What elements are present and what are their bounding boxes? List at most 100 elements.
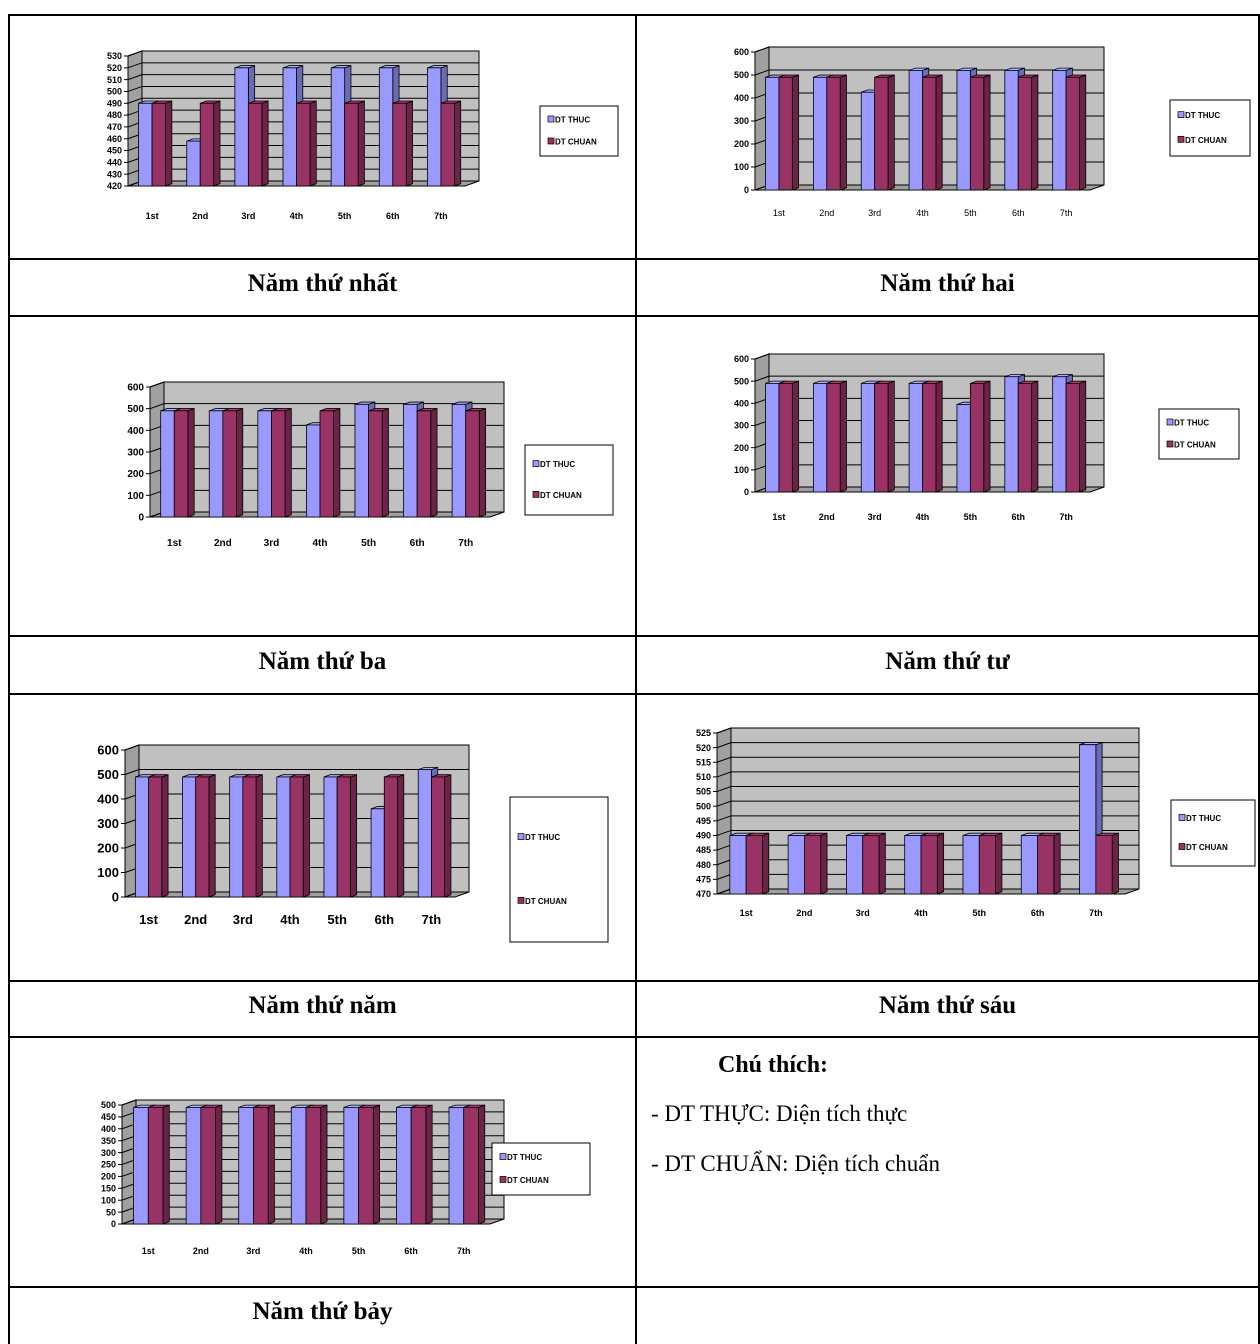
y-tick-label: 300 [127, 448, 144, 459]
legend-label: DT THUC [1186, 814, 1221, 823]
y-tick-label: 420 [107, 181, 122, 191]
y-tick-label: 200 [101, 1172, 116, 1182]
bar-dt-chuan [242, 774, 263, 898]
table-row-divider [8, 1286, 1260, 1288]
chart-side-wall [716, 727, 732, 895]
bar-dt-chuan [147, 1104, 170, 1225]
bar-dt-chuan [1095, 832, 1119, 895]
y-tick-label: 0 [744, 185, 749, 195]
y-tick-label: 475 [696, 875, 711, 885]
bar-dt-chuan [1065, 380, 1087, 493]
bar-dt-chuan [416, 408, 438, 518]
x-tick-label: 6th [375, 912, 395, 927]
legend-label: DT THUC [507, 1153, 542, 1162]
x-tick-label: 3rd [264, 538, 280, 549]
y-tick-label: 200 [734, 443, 749, 453]
bar-dt-chuan [826, 380, 847, 493]
x-tick-label: 3rd [241, 211, 255, 221]
x-tick-label: 4th [313, 538, 328, 549]
bar-dt-chuan [148, 774, 169, 898]
y-tick-label: 250 [101, 1160, 116, 1170]
y-gridline [127, 74, 479, 81]
x-tick-label: 1st [167, 538, 182, 549]
y-gridline [754, 375, 1104, 382]
x-tick-label: 2nd [819, 208, 834, 218]
y-tick-label: 480 [696, 860, 711, 870]
y-tick-label: 400 [734, 398, 749, 408]
x-tick-label: 5th [964, 512, 978, 522]
bar-dt-chuan [199, 100, 221, 187]
y-tick-label: 480 [107, 110, 122, 120]
y-tick-label: 100 [734, 162, 749, 172]
legend-box [539, 105, 619, 157]
table-row-divider [8, 258, 1260, 260]
bar-dt-chuan [200, 1104, 223, 1225]
bar-dt-chuan [978, 832, 1003, 895]
chart-year-6: 470 475 480 485 490 495 500 505 510 515 520 525 1st 2… [696, 727, 1256, 918]
chart-legend: DT THUC DT CHUAN [509, 796, 609, 943]
y-tick-label: 300 [734, 421, 749, 431]
y-gridline [754, 353, 1104, 360]
y-gridline [127, 97, 479, 104]
legend-swatch [1177, 135, 1185, 143]
bar-dt-chuan [745, 832, 770, 895]
legend-box [491, 1142, 591, 1196]
y-tick-label: 50 [106, 1207, 116, 1217]
x-tick-label: 5th [361, 538, 376, 549]
caption-year-4: Năm thứ tư [885, 648, 1010, 675]
y-gridline [716, 756, 1139, 763]
y-tick-label: 500 [696, 801, 711, 811]
table-row-divider [8, 635, 1260, 637]
y-tick-label: 200 [127, 469, 144, 480]
y-tick-label: 350 [101, 1136, 116, 1146]
chart-year-5: 0 100 200 300 400 500 600 1st 2nd 3rd 4th 5th 6th 7th… [97, 743, 609, 943]
bar-dt-chuan [383, 774, 405, 898]
x-tick-label: 4th [916, 512, 930, 522]
x-tick-label: 1st [142, 1246, 155, 1256]
y-tick-label: 600 [734, 354, 749, 364]
legend-label: DT CHUAN [525, 897, 567, 906]
x-tick-label: 3rd [868, 208, 881, 218]
bar-dt-chuan [271, 408, 292, 518]
bar-dt-chuan [862, 832, 886, 895]
y-tick-label: 500 [127, 404, 144, 415]
y-tick-label: 100 [101, 1195, 116, 1205]
chart-legend: DT THUC DT CHUAN [539, 105, 619, 157]
legend-swatch [499, 1176, 507, 1183]
y-gridline [121, 1099, 504, 1106]
y-tick-label: 450 [101, 1112, 116, 1122]
y-tick-label: 460 [107, 134, 122, 144]
y-gridline [149, 403, 504, 410]
legend-box [1170, 799, 1256, 867]
chart-year-4: 0 100 200 300 400 500 600 1st 2nd 3rd 4th 5th 6th 7th… [734, 353, 1240, 522]
table-column-divider [635, 14, 637, 1344]
x-tick-label: 7th [458, 538, 473, 549]
x-tick-label: 6th [1011, 512, 1025, 522]
y-tick-label: 500 [101, 1100, 116, 1110]
legend-label: DT THUC [555, 116, 590, 125]
caption-year-3: Năm thứ ba [258, 648, 387, 675]
bar-dt-chuan [336, 774, 358, 898]
x-tick-label: 6th [1031, 908, 1045, 918]
legend-swatch [517, 833, 525, 840]
x-tick-label: 6th [404, 1246, 418, 1256]
chart-legend: DT THUC DT CHUAN [1169, 99, 1251, 157]
legend-swatch [1178, 814, 1186, 821]
y-tick-label: 600 [127, 383, 144, 394]
x-tick-label: 7th [422, 912, 442, 927]
legend-label: DT THUC [540, 460, 575, 469]
chart-legend: DT THUC DT CHUAN [524, 444, 614, 516]
y-tick-label: 0 [744, 487, 749, 497]
y-tick-label: 520 [696, 743, 711, 753]
x-tick-label: 7th [1060, 208, 1073, 218]
legend-swatch [547, 115, 555, 123]
x-tick-label: 1st [139, 912, 158, 927]
caption-year-2: Năm thứ hai [880, 270, 1015, 297]
x-tick-label: 2nd [796, 908, 812, 918]
legend-swatch [499, 1153, 507, 1160]
bar-dt-chuan [247, 100, 269, 187]
table-row-divider [8, 693, 1260, 695]
legend-label: DT CHUAN [1186, 843, 1228, 852]
caption-year-7: Năm thứ bảy [252, 1298, 393, 1325]
bar-dt-chuan [922, 380, 943, 493]
